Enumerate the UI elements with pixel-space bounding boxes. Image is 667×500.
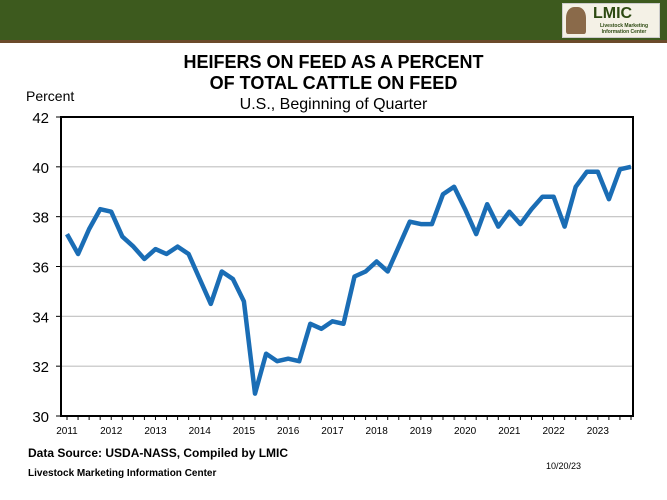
- y-tick-label: 42: [32, 110, 49, 127]
- y-tick-label: 30: [32, 409, 49, 426]
- y-tick-label: 38: [32, 210, 49, 227]
- x-tick-label: 2014: [189, 426, 212, 437]
- y-tick-label: 36: [32, 260, 49, 277]
- x-tick-label: 2013: [144, 426, 167, 437]
- data-line: [65, 164, 632, 396]
- chart-title-line-1: HEIFERS ON FEED AS A PERCENT: [183, 52, 484, 72]
- footer-org: Livestock Marketing Information Center: [28, 468, 217, 479]
- logo-subtext: Livestock Marketing Information Center: [599, 23, 649, 35]
- x-tick-label: 2016: [277, 426, 300, 437]
- x-tick-label: 2011: [56, 426, 78, 437]
- x-tick-label: 2022: [542, 426, 565, 437]
- cowboy-icon: [566, 7, 586, 34]
- x-tick-label: 2021: [498, 426, 521, 437]
- chart-title-line-2: OF TOTAL CATTLE ON FEED: [209, 73, 458, 93]
- footer-date: 10/20/23: [546, 461, 582, 471]
- x-tick-label: 2023: [587, 426, 610, 437]
- chart-subtitle: U.S., Beginning of Quarter: [239, 96, 428, 113]
- x-tick-label: 2018: [366, 426, 389, 437]
- plot-frame: [60, 116, 634, 417]
- y-tick-label: 34: [32, 309, 49, 326]
- x-tick-label: 2019: [410, 426, 433, 437]
- x-tick-label: 2017: [321, 426, 344, 437]
- logo-text: LMIC: [593, 5, 633, 22]
- lmic-logo: LMIC Livestock Marketing Information Cen…: [562, 3, 660, 38]
- x-tick-label: 2012: [100, 426, 123, 437]
- x-tick-label: 2020: [454, 426, 477, 437]
- header-bar: [0, 0, 667, 40]
- y-axis-label: Percent: [26, 88, 75, 104]
- header-divider: [0, 40, 667, 43]
- y-tick-label: 32: [32, 359, 49, 376]
- data-source: Data Source: USDA-NASS, Compiled by LMIC: [28, 446, 289, 460]
- x-tick-label: 2015: [233, 426, 256, 437]
- y-tick-label: 40: [32, 160, 49, 177]
